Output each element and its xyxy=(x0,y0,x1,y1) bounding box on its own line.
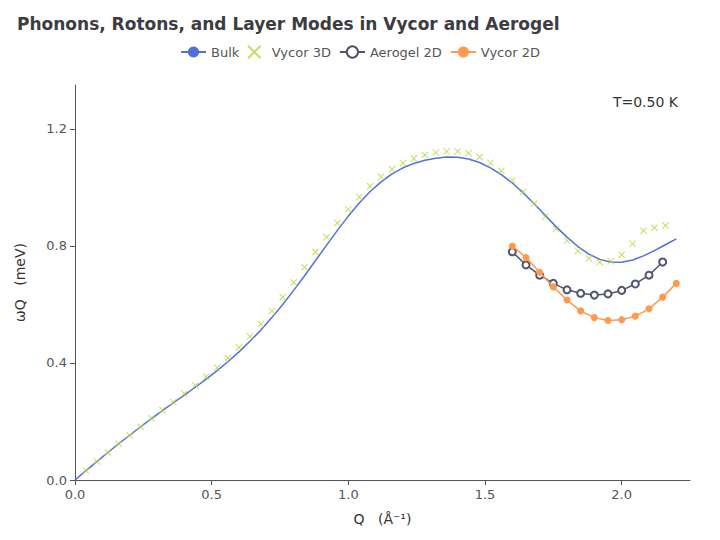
svg-text:Vycor 2D: Vycor 2D xyxy=(481,45,540,60)
svg-text:ωQ (meV): ωQ (meV) xyxy=(12,243,28,322)
svg-text:2.0: 2.0 xyxy=(611,487,632,502)
svg-text:0.0: 0.0 xyxy=(65,487,86,502)
svg-text:Vycor 3D: Vycor 3D xyxy=(272,45,331,60)
svg-text:Phonons, Rotons, and Layer Mod: Phonons, Rotons, and Layer Modes in Vyco… xyxy=(17,14,560,34)
svg-text:1.0: 1.0 xyxy=(338,487,359,502)
svg-text:Aerogel 2D: Aerogel 2D xyxy=(370,45,442,60)
svg-text:0.4: 0.4 xyxy=(46,355,67,370)
svg-text:Q (Å⁻¹): Q (Å⁻¹) xyxy=(354,511,412,527)
svg-text:0.5: 0.5 xyxy=(201,487,222,502)
svg-text:T=0.50 K: T=0.50 K xyxy=(612,94,679,110)
svg-text:0.8: 0.8 xyxy=(46,238,67,253)
svg-text:1.2: 1.2 xyxy=(46,121,67,136)
svg-text:0.0: 0.0 xyxy=(46,473,67,488)
svg-text:Bulk: Bulk xyxy=(211,45,240,60)
svg-text:1.5: 1.5 xyxy=(475,487,496,502)
